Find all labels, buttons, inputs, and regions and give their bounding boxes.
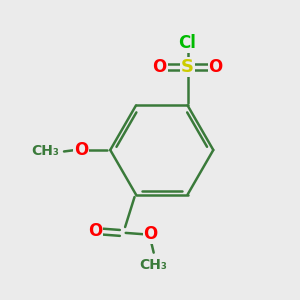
- Text: O: O: [88, 222, 102, 240]
- Text: O: O: [74, 141, 88, 159]
- Text: S: S: [181, 58, 194, 76]
- Text: O: O: [144, 225, 158, 243]
- Text: O: O: [152, 58, 167, 76]
- Text: CH₃: CH₃: [31, 145, 59, 158]
- Text: Cl: Cl: [178, 34, 196, 52]
- Text: O: O: [208, 58, 223, 76]
- Text: CH₃: CH₃: [140, 258, 168, 272]
